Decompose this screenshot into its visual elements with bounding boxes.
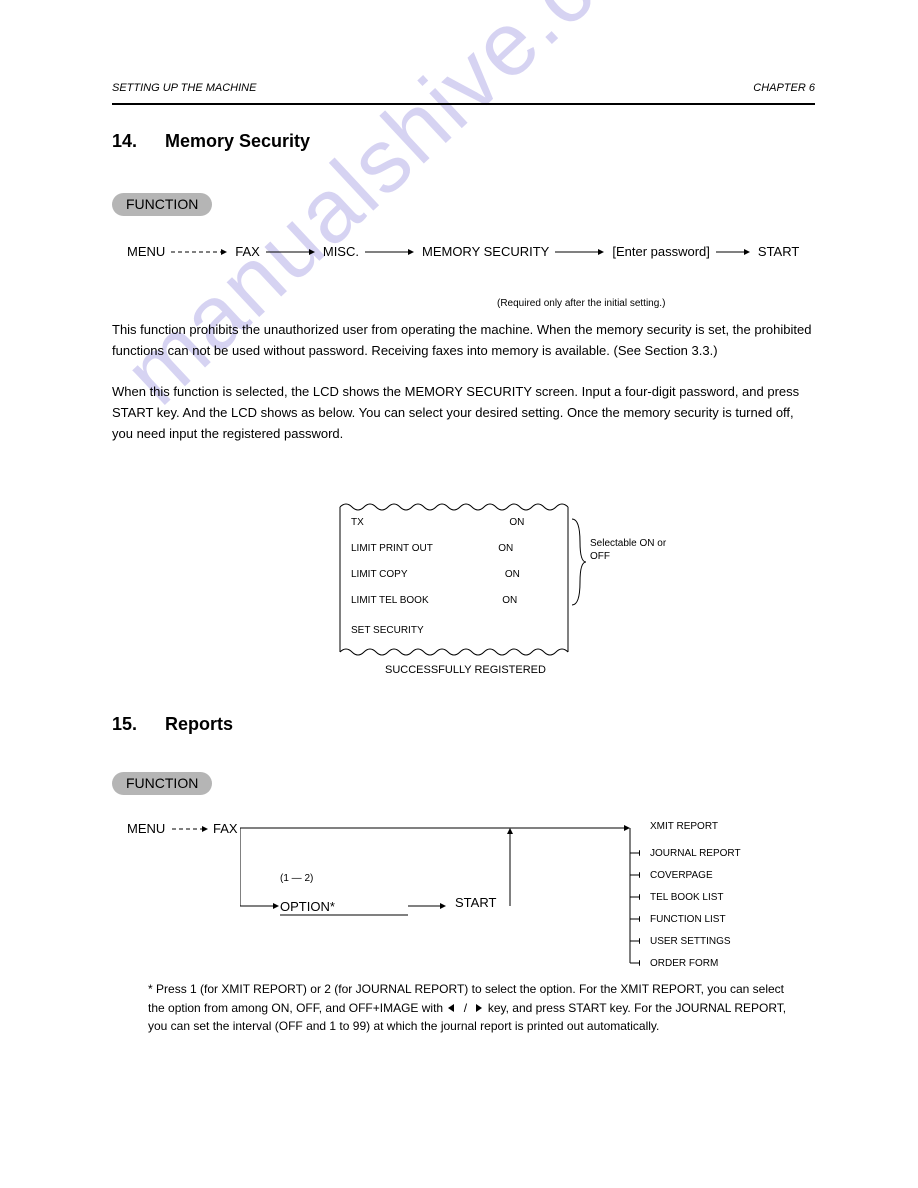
section1-title: Memory Security bbox=[165, 131, 310, 152]
fig-footer: SUCCESSFULLY REGISTERED bbox=[385, 664, 546, 676]
fig-row4-label: LIMIT TEL BOOK bbox=[351, 595, 429, 606]
flow1-row: MENU FAX MISC. MEMORY SECURITY [Enter pa… bbox=[127, 244, 799, 259]
fig-row-5: SET SECURITY bbox=[351, 625, 424, 636]
arrow-dashed-icon bbox=[170, 824, 212, 834]
fig-row5-label: SET SECURITY bbox=[351, 625, 424, 636]
report-7: ORDER FORM bbox=[650, 958, 718, 969]
flow1-enterpwd: [Enter password] bbox=[612, 244, 710, 259]
section1-paragraphs: This function prohibits the unauthorized… bbox=[112, 320, 812, 445]
report-6: USER SETTINGS bbox=[650, 936, 731, 947]
fig-brace-label: Selectable ON or OFF bbox=[590, 537, 680, 563]
note-asterisk: * bbox=[148, 982, 153, 996]
report-1: XMIT REPORT bbox=[650, 821, 718, 832]
section1-para1: This function prohibits the unauthorized… bbox=[112, 320, 812, 362]
flow1-start: START bbox=[758, 244, 799, 259]
fig-row2-label: LIMIT PRINT OUT bbox=[351, 543, 433, 554]
flow2-option: OPTION* bbox=[280, 899, 335, 914]
report-5: FUNCTION LIST bbox=[650, 914, 726, 925]
page-header: SETTING UP THE MACHINE CHAPTER 6 bbox=[112, 82, 815, 94]
left-arrow-icon bbox=[446, 1003, 460, 1014]
fig-row-1: TX ON bbox=[351, 517, 524, 528]
flow1-memsec: MEMORY SECURITY bbox=[422, 244, 549, 259]
section2-title: Reports bbox=[165, 714, 233, 735]
flow2-fax: FAX bbox=[213, 821, 238, 836]
fig-row-4: LIMIT TEL BOOK ON bbox=[351, 595, 517, 606]
flow1-misc: MISC. bbox=[323, 244, 359, 259]
fig-row2-value: ON bbox=[498, 543, 513, 554]
flow2-option-num: (1 — 2) bbox=[280, 873, 313, 884]
flow2-start: START bbox=[455, 895, 496, 910]
flow1-fax: FAX bbox=[235, 244, 260, 259]
fig-row1-value: ON bbox=[509, 517, 524, 528]
fig-row-3: LIMIT COPY ON bbox=[351, 569, 520, 580]
section2-number: 15. bbox=[112, 714, 137, 735]
report-2: JOURNAL REPORT bbox=[650, 848, 741, 859]
flow2-menu: MENU bbox=[127, 821, 165, 836]
fig-row3-value: ON bbox=[505, 569, 520, 580]
fig-row-2: LIMIT PRINT OUT ON bbox=[351, 543, 513, 554]
header-right: CHAPTER 6 bbox=[753, 82, 815, 94]
flow1-menu: MENU bbox=[127, 244, 165, 259]
header-rule bbox=[112, 103, 815, 105]
fig-row3-label: LIMIT COPY bbox=[351, 569, 407, 580]
fig-row1-label: TX bbox=[351, 517, 364, 528]
flow1-required-note: (Required only after the initial setting… bbox=[497, 298, 665, 309]
right-arrow-icon bbox=[470, 1003, 484, 1014]
section2-note: * Press 1 (for XMIT REPORT) or 2 (for JO… bbox=[148, 980, 798, 1036]
section1-para2: When this function is selected, the LCD … bbox=[112, 382, 812, 444]
function-pill-1: FUNCTION bbox=[112, 193, 212, 216]
function-pill-2: FUNCTION bbox=[112, 772, 212, 795]
report-4: TEL BOOK LIST bbox=[650, 892, 724, 903]
fig-row4-value: ON bbox=[502, 595, 517, 606]
report-3: COVERPAGE bbox=[650, 870, 713, 881]
section1-number: 14. bbox=[112, 131, 137, 152]
header-left: SETTING UP THE MACHINE bbox=[112, 82, 256, 94]
